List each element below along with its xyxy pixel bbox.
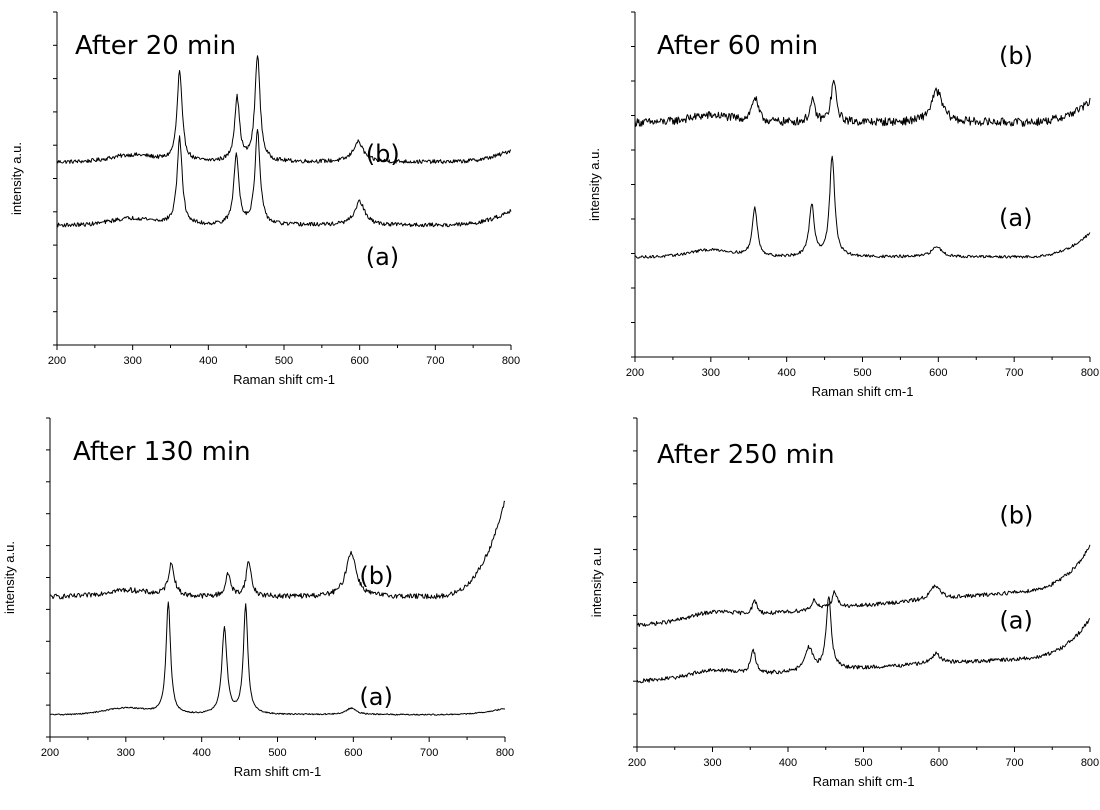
x-tick-label: 800 [1081,757,1099,769]
x-tick-label: 200 [48,355,66,367]
chart-title: After 60 min [657,31,818,61]
chart-title: After 130 min [73,437,251,467]
x-tick-label: 800 [502,355,520,367]
series-label: (a) [359,683,392,711]
panel-3: 200 300 400 500 600 700 800 Ram shift cm-1 inten… [2,417,514,779]
x-tick-label: 700 [426,355,444,367]
spectrum-a [634,155,1091,259]
x-tick-label: 300 [123,355,141,367]
x-tick-label: 400 [777,367,795,379]
spectrum-b [636,544,1091,627]
x-tick-label: 600 [344,747,362,759]
x-tick-label: 600 [350,355,368,367]
y-axis-label: intensity a.u. [9,142,24,215]
spectrum-a [56,129,512,228]
x-tick-label: 500 [853,367,871,379]
x-tick-label: 400 [199,355,217,367]
spectrum-a [49,601,506,716]
x-tick-label: 500 [275,355,293,367]
x-tick-label: 200 [41,747,59,759]
x-tick-label: 700 [420,747,438,759]
series-label: (b) [366,140,400,168]
x-tick-label: 600 [929,367,947,379]
x-tick-label: 500 [268,747,286,759]
x-tick-label: 800 [1081,367,1099,379]
spectrum-b [49,500,506,600]
chart-title: After 250 min [657,440,835,470]
series-label: (b) [999,501,1033,529]
series-label: (a) [999,607,1032,635]
x-tick-label: 300 [117,747,135,759]
x-tick-label: 800 [496,747,514,759]
panel-2: 200 300 400 500 600 700 800 Raman shift cm-1 int… [587,11,1099,399]
x-axis-label: Raman shift cm-1 [813,774,915,789]
series-label: (a) [366,243,399,271]
series-label: (b) [359,562,393,590]
x-axis-label: Ram shift cm-1 [234,764,321,779]
x-tick-label: 200 [628,757,646,769]
series-label: (b) [999,42,1033,70]
x-tick-label: 300 [702,367,720,379]
x-tick-label: 700 [1005,367,1023,379]
x-tick-label: 400 [779,757,797,769]
panel-1: 200 300 400 500 600 700 800 Raman shift cm-1 int… [9,11,520,387]
y-axis-label: intensity a.u. [2,541,17,614]
y-axis-label: intensity a.u [589,548,604,617]
spectrum-a [636,596,1091,684]
series-label: (a) [999,204,1032,232]
chart-title: After 20 min [75,31,236,61]
y-axis-label: intensity a.u. [587,148,602,221]
x-tick-label: 600 [930,757,948,769]
x-tick-label: 700 [1005,757,1023,769]
x-axis-label: Raman shift cm-1 [812,384,914,399]
x-tick-label: 400 [192,747,210,759]
spectrum-b [634,79,1091,127]
x-axis-label: Raman shift cm-1 [233,372,335,387]
x-tick-label: 500 [854,757,872,769]
spectrum-b [56,55,512,165]
x-tick-label: 200 [626,367,644,379]
x-tick-label: 300 [703,757,721,769]
panel-4: 200 300 400 500 600 700 800 Raman shift cm-1 int… [589,417,1099,789]
